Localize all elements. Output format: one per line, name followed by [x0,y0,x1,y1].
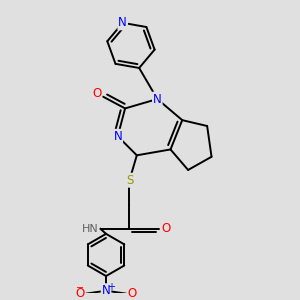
Text: O: O [161,222,171,235]
Text: N: N [118,16,127,29]
Text: HN: HN [82,224,99,234]
Text: O: O [92,87,101,100]
Text: N: N [153,92,162,106]
Text: O: O [75,287,84,300]
Text: +: + [107,282,115,292]
Text: N: N [113,130,122,143]
Text: N: N [102,284,110,297]
Text: S: S [126,174,133,187]
Text: O: O [128,287,137,300]
Text: −: − [76,283,84,293]
